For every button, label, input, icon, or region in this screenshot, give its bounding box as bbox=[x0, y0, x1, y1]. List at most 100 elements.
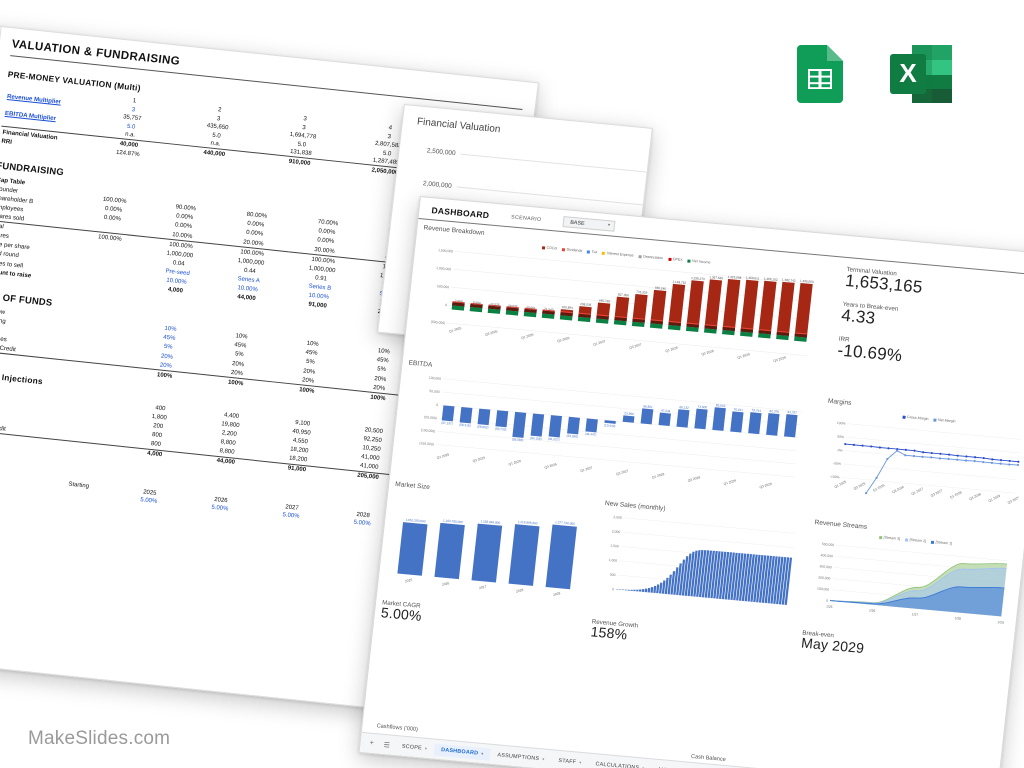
tab-monthly-is[interactable]: MONTHLY IS▾ bbox=[651, 763, 706, 768]
sheet-tab-bar[interactable]: + ☰ SCOPE ▾ DASHBOARD ▾ ASSUMPTIONS ▾ STAFF ▾ CA… bbox=[359, 731, 998, 768]
new-sales-panel: New Sales (monthly) 2,500 2,000 1,500 1,000… bbox=[583, 495, 810, 670]
legend-label: Dividends bbox=[566, 247, 583, 253]
add-sheet-icon[interactable]: + bbox=[369, 739, 375, 748]
axis-tick-label: (50,000) bbox=[424, 415, 437, 420]
axis-tick-label: Q1 2025 bbox=[449, 326, 462, 334]
data-label: 1,158,948,000 bbox=[480, 519, 500, 525]
legend-swatch bbox=[638, 254, 642, 258]
axis-tick-label: Q1 2028 bbox=[949, 490, 962, 499]
axis-tick-label: Q3 2027 bbox=[930, 488, 943, 497]
scenario-dropdown[interactable]: BASE bbox=[562, 216, 616, 232]
new-sales-chart: 2,500 2,000 1,500 1,000 500 0 bbox=[608, 515, 795, 606]
axis-tick-label: 2029 bbox=[553, 591, 561, 597]
chevron-down-icon[interactable]: ▾ bbox=[579, 759, 582, 765]
chevron-down-icon[interactable]: ▾ bbox=[542, 755, 545, 762]
data-label: 1,482,742 bbox=[782, 278, 796, 283]
data-label: 1,051,200,000 bbox=[405, 518, 425, 524]
market-size-chart: 1,051,200,000 2025 1,103,760,000 2026 1,158,… bbox=[397, 518, 577, 597]
data-label: 1,367,630 bbox=[709, 275, 723, 280]
axis-tick-label: 1/25 bbox=[826, 605, 833, 610]
data-label: 776,929 bbox=[636, 290, 648, 295]
market-size-panel: Market Size 1,051,200,000 2025 1,103,760,0… bbox=[373, 475, 600, 650]
axis-tick-label: 100,000 bbox=[817, 587, 830, 592]
legend-swatch bbox=[668, 257, 672, 261]
axis-tick-label: Q1 2028 bbox=[651, 472, 664, 480]
axis-tick-label: 500 bbox=[609, 573, 615, 577]
legend-swatch bbox=[602, 251, 606, 255]
data-label: (81,027) bbox=[548, 437, 560, 442]
data-label: (84,158) bbox=[530, 436, 542, 441]
axis-tick-label: 50% bbox=[837, 435, 844, 440]
axis-tick-label: 1,500,000 bbox=[438, 248, 454, 253]
legend-swatch bbox=[933, 417, 937, 422]
data-label: 29,636 bbox=[508, 304, 518, 309]
scenario-label: SCENARIO bbox=[510, 213, 542, 223]
dashboard-title: DASHBOARD bbox=[431, 204, 490, 220]
data-label: 8,569 bbox=[473, 301, 481, 306]
axis-tick-label: 1,000 bbox=[608, 558, 617, 563]
axis-tick-label: Q3 2029 bbox=[1007, 496, 1020, 505]
axis-tick-label: 0% bbox=[838, 448, 843, 452]
axis-tick-label: 300,000 bbox=[819, 564, 832, 569]
legend-label: [Stream 3] bbox=[883, 535, 901, 541]
axis-tick-label: Q1 2026 bbox=[521, 333, 534, 341]
excel-letter: X bbox=[899, 58, 917, 88]
axis-tick-label: (150,000) bbox=[419, 441, 434, 446]
revenue-breakdown-chart: 1,500,000 1,000,000 500,000 0 (500,000) 7,569… bbox=[431, 248, 816, 364]
legend-item: OPEX bbox=[668, 257, 683, 262]
legend-label: Depreciation bbox=[642, 254, 664, 261]
data-label: 40,661 bbox=[526, 305, 536, 310]
google-sheets-icon[interactable] bbox=[789, 43, 851, 105]
legend-item: Depreciation bbox=[638, 254, 663, 260]
axis-tick-label: Q3 2029 bbox=[759, 482, 772, 490]
axis-tick-label: (500,000) bbox=[431, 320, 446, 325]
axis-tick-label: Q1 2028 bbox=[665, 346, 678, 354]
axis-tick-label: 2,500,000 bbox=[426, 147, 456, 158]
axis-tick-label: 1,500 bbox=[610, 544, 619, 549]
axis-tick-label: Q3 2029 bbox=[773, 356, 786, 364]
legend-swatch bbox=[587, 249, 591, 254]
microsoft-excel-icon[interactable]: X bbox=[888, 43, 954, 105]
data-label: 1,450,011 bbox=[746, 275, 760, 280]
tab-calculations[interactable]: CALCULATIONS ▾ bbox=[588, 757, 652, 768]
tab-staff[interactable]: STAFF ▾ bbox=[551, 754, 589, 768]
axis-tick-label: -50% bbox=[833, 461, 841, 466]
data-label: (95,083) bbox=[512, 437, 524, 442]
tab-label: DASHBOARD bbox=[440, 746, 479, 757]
tab-dashboard[interactable]: DASHBOARD ▾ bbox=[433, 743, 492, 761]
tab-assumptions[interactable]: ASSUMPTIONS ▾ bbox=[490, 748, 552, 765]
data-label: 169,894 bbox=[561, 305, 573, 310]
axis-tick-label: Q3 2028 bbox=[701, 349, 714, 357]
axis-tick-label: 2,000 bbox=[611, 529, 620, 534]
dashboard-card[interactable]: DASHBOARD SCENARIO BASE Revenue Breakdow… bbox=[358, 196, 1024, 768]
data-label: 47,244 bbox=[661, 408, 671, 413]
legend-item: [Stream 3] bbox=[878, 535, 901, 541]
legend-label: [Stream 1] bbox=[935, 540, 953, 546]
legend-label: [Stream 2] bbox=[909, 537, 927, 544]
legend-label: Gross Margin bbox=[906, 415, 929, 421]
data-label: 74,500 bbox=[697, 405, 707, 410]
axis-tick-label: 1/28 bbox=[954, 616, 961, 621]
axis-tick-label: Q3 2025 bbox=[485, 329, 498, 337]
axis-tick-label: Q3 2026 bbox=[557, 336, 570, 344]
data-label: 13,525 bbox=[490, 302, 500, 307]
data-label: 1,277,740,000 bbox=[555, 520, 575, 526]
legend-label: Net Income bbox=[691, 258, 711, 265]
tab-label: CALCULATIONS bbox=[595, 760, 640, 768]
data-label: 56,821 bbox=[643, 404, 653, 409]
data-label: (58,862) bbox=[477, 424, 489, 429]
legend-item: Net Income bbox=[687, 258, 711, 265]
axis-tick-label: 2028 bbox=[516, 588, 524, 594]
data-label: 66,132 bbox=[679, 405, 689, 410]
data-label: 1,298,273 bbox=[691, 276, 705, 281]
tab-scope[interactable]: SCOPE ▾ bbox=[394, 740, 435, 755]
all-sheets-menu-icon[interactable]: ☰ bbox=[383, 741, 391, 750]
chevron-down-icon[interactable]: ▾ bbox=[424, 745, 428, 751]
axis-tick-label: 2,500 bbox=[613, 515, 622, 520]
legend-label: Net Margin bbox=[937, 417, 956, 424]
axis-tick-label: 500,000 bbox=[822, 542, 835, 547]
chevron-down-icon[interactable]: ▾ bbox=[481, 750, 484, 756]
legend-swatch bbox=[687, 259, 691, 263]
ebitda-panel: EBITDA 100,000 50,000 0 (50,000) (100,000) (1… bbox=[390, 354, 823, 513]
data-label: 71,543 bbox=[544, 307, 554, 312]
